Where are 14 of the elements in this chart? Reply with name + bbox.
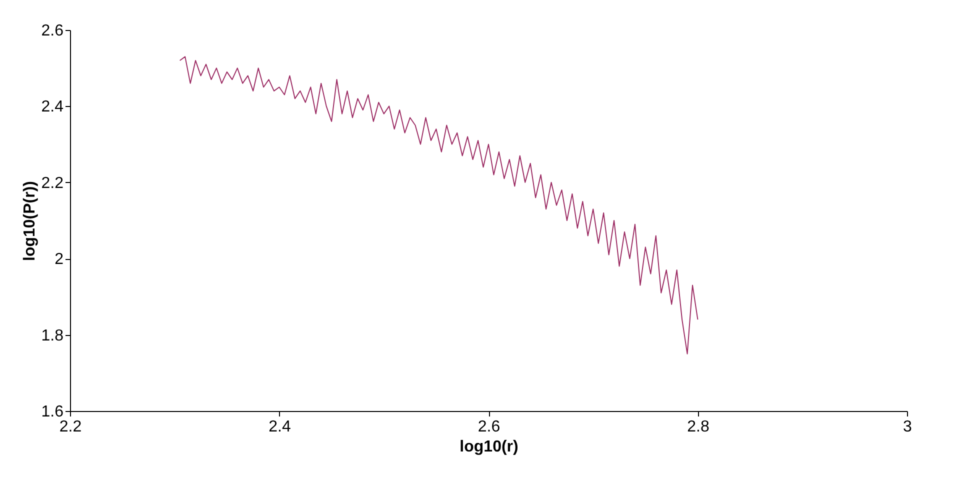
x-tick-label: 2.2: [59, 418, 82, 436]
x-tick-label: 2.8: [687, 418, 710, 436]
y-tick-label: 2: [54, 251, 64, 268]
x-tick-label: 3: [903, 418, 912, 436]
x-tick-label: 2.4: [268, 418, 291, 436]
y-tick-label: 2.2: [41, 174, 64, 192]
x-axis-title: log10(r): [460, 438, 518, 456]
line-series: [179, 56, 698, 354]
y-tick-label: 1.8: [41, 327, 64, 344]
y-tick-label: 2.4: [41, 98, 64, 116]
y-tick-label: 1.6: [41, 404, 64, 420]
y-axis-title: log10(P(r)): [21, 181, 38, 261]
y-tick-label: 2.6: [41, 22, 64, 40]
x-tick-label: 2.6: [478, 418, 500, 436]
